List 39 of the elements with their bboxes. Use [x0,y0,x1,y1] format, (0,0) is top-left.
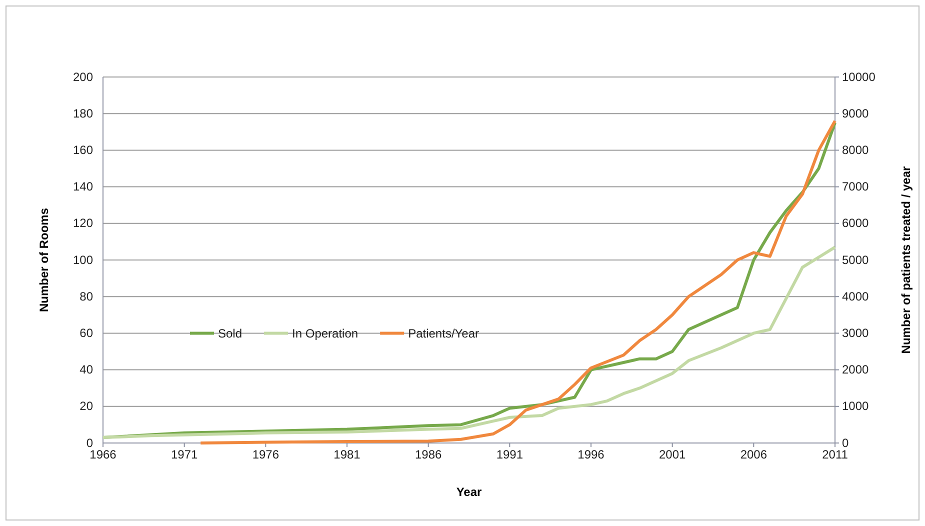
y-tick-label: 140 [72,180,94,194]
y-tick-label: 0 [86,436,94,450]
y2-tick-label: 10000 [842,70,876,84]
y2-tick-label: 5000 [842,252,870,267]
legend-label: In Operation [292,326,358,340]
x-tick-label: 2011 [822,448,848,462]
x-axis-title: Year [456,485,482,499]
y-tick-label: 200 [72,70,94,84]
y2-tick-label: 0 [842,436,849,450]
y2-tick-label: 8000 [842,143,870,158]
y2-tick-label: 9000 [842,106,870,120]
x-tick-label: 1991 [496,448,524,462]
legend-label: Patients/Year [408,326,480,340]
x-tick-label: 1966 [90,448,117,462]
y2-tick-label: 1000 [842,399,870,414]
x-tick-label: 1996 [578,448,605,462]
y-tick-label: 180 [72,106,94,120]
y-tick-label: 20 [80,399,94,414]
y-tick-label: 80 [80,289,94,304]
legend-label: Sold [218,326,242,340]
y2-tick-label: 7000 [842,180,870,194]
y2-tick-label: 4000 [842,289,870,304]
x-tick-label: 1986 [414,448,442,462]
y2-tick-label: 2000 [842,362,870,377]
y-tick-label: 60 [80,326,94,340]
y2-axis-title: Number of patients treated / year [899,166,913,354]
line-series [102,246,836,440]
y-tick-label: 40 [80,362,94,377]
x-tick-label: 2006 [740,448,768,462]
y2-tick-label: 6000 [842,216,870,230]
x-tick-label: 1976 [252,448,280,462]
x-tick-label: 1971 [170,448,198,462]
y-tick-label: 160 [72,143,94,158]
y-axis-title: Number of Rooms [37,208,51,312]
x-tick-label: 1981 [334,448,361,462]
y-tick-label: 100 [72,252,94,267]
x-tick-label: 2001 [658,448,686,462]
y2-tick-label: 3000 [842,326,870,340]
y-tick-label: 120 [72,216,94,230]
